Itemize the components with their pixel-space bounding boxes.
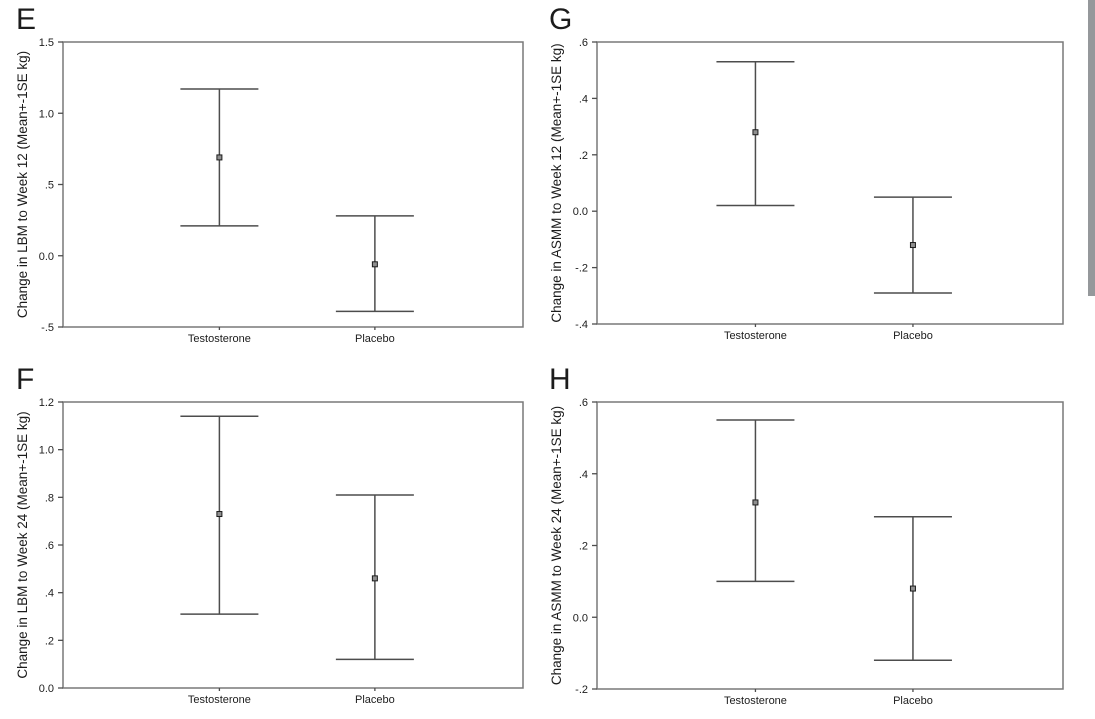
y-axis-tick-label: .2 [45, 635, 54, 647]
y-axis-tick-label: 1.2 [39, 397, 54, 409]
y-axis-tick-label: 0.0 [573, 206, 588, 218]
x-axis-category-label: Placebo [893, 330, 933, 342]
y-axis-tick-label: -.4 [575, 319, 588, 331]
y-axis-tick-label: .6 [45, 540, 54, 552]
x-axis-category-label: Testosterone [188, 333, 251, 345]
y-axis-title: Change in ASMM to Week 12 (Mean+-1SE kg) [549, 43, 564, 322]
y-axis-tick-label: 1.5 [39, 37, 54, 49]
x-axis-category-label: Testosterone [724, 330, 787, 342]
panel-label-E: E [16, 3, 37, 36]
panel-label-G: G [549, 3, 573, 36]
y-axis-title: Change in LBM to Week 12 (Mean+-1SE kg) [15, 51, 30, 318]
y-axis-tick-label: -.2 [575, 684, 588, 696]
y-axis-tick-label: 0.0 [39, 683, 54, 695]
scanned-page-edge-strip [1088, 0, 1095, 296]
y-axis-tick-label: 0.0 [573, 612, 588, 624]
mean-marker-testosterone [216, 154, 223, 161]
y-axis-tick-label: 1.0 [39, 445, 54, 457]
mean-marker-testosterone [752, 129, 759, 136]
y-axis-tick-label: .5 [45, 180, 54, 192]
y-axis-tick-label: .4 [45, 588, 54, 600]
y-axis-tick-label: .6 [579, 397, 588, 409]
panel-label-F: F [16, 363, 35, 396]
x-axis-category-label: Placebo [355, 694, 395, 706]
y-axis-tick-label: .8 [45, 492, 54, 504]
y-axis-tick-label: 0.0 [39, 251, 54, 263]
y-axis-tick-label: .2 [579, 150, 588, 162]
chart-panel-E: 1.5 1.0 .5 0.0 -.5 Testosterone Placebo Change … [15, 37, 524, 345]
mean-marker-testosterone [752, 499, 759, 506]
plot-box [596, 401, 1064, 690]
plot-box [62, 401, 524, 689]
chart-panel-H: .6 .4 .2 0.0 -.2 Testosterone Placebo Change in… [549, 397, 1064, 707]
mean-marker-placebo [909, 242, 916, 249]
y-axis-tick-label: .4 [579, 93, 588, 105]
x-axis-category-label: Placebo [355, 333, 395, 345]
x-axis-category-label: Testosterone [724, 695, 787, 707]
plot-box [62, 41, 524, 328]
y-axis-title: Change in ASMM to Week 24 (Mean+-1SE kg) [549, 406, 564, 685]
mean-marker-placebo [371, 261, 378, 268]
x-axis-category-label: Placebo [893, 695, 933, 707]
y-axis-tick-label: .2 [579, 541, 588, 553]
plot-box [596, 41, 1064, 325]
y-axis-tick-label: -.5 [41, 322, 54, 334]
mean-marker-placebo [909, 585, 916, 592]
y-axis-tick-label: .4 [579, 469, 588, 481]
mean-marker-placebo [371, 575, 378, 582]
y-axis-title: Change in LBM to Week 24 (Mean+-1SE kg) [15, 411, 30, 678]
chart-panel-G: .6 .4 .2 0.0 -.2 -.4 Testosterone Placebo Change… [549, 37, 1064, 342]
y-axis-tick-label: -.2 [575, 263, 588, 275]
mean-marker-testosterone [216, 511, 223, 518]
x-axis-category-label: Testosterone [188, 694, 251, 706]
chart-panel-F: 1.2 1.0 .8 .6 .4 .2 0.0 Testosterone Placebo Chan… [15, 397, 524, 706]
y-axis-tick-label: 1.0 [39, 108, 54, 120]
panel-label-H: H [549, 363, 571, 396]
y-axis-tick-label: .6 [579, 37, 588, 49]
